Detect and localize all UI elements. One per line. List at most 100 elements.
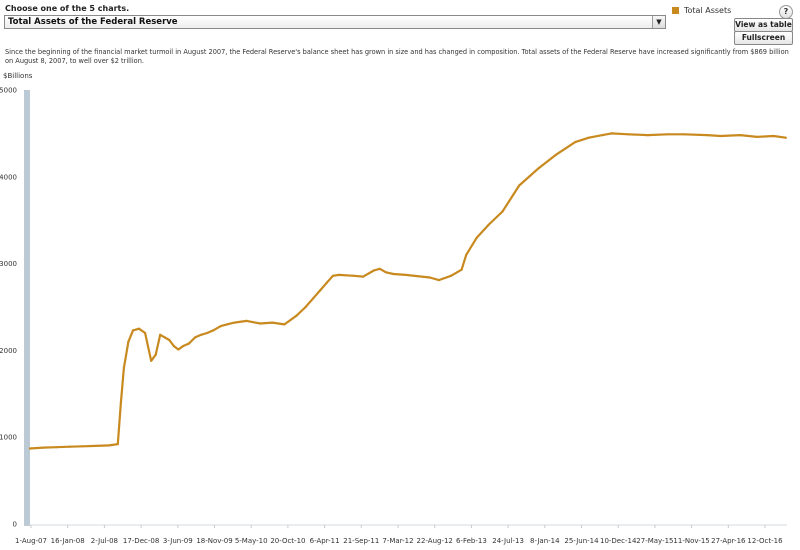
data-point (168, 338, 171, 342)
data-point (55, 446, 58, 449)
data-point (587, 136, 590, 139)
x-tick-label: 22-Aug-12 (417, 537, 453, 545)
chevron-down-icon[interactable]: ▼ (652, 16, 665, 28)
y-tick-label: 5000 (0, 87, 17, 95)
data-point (465, 253, 468, 256)
data-point (331, 274, 334, 277)
data-point (304, 305, 307, 309)
data-point (601, 134, 604, 137)
x-tick-label: 8-Jan-14 (530, 537, 560, 545)
chart-chooser-label: Choose one of the 5 charts. (5, 4, 130, 13)
y-axis-bar (24, 90, 30, 526)
data-point (68, 445, 71, 448)
data-point (108, 444, 111, 447)
data-point (449, 274, 453, 277)
y-tick-label: 3000 (0, 260, 17, 268)
x-tick-label: 20-Oct-10 (270, 537, 305, 545)
fullscreen-button[interactable]: Fullscreen (734, 31, 793, 45)
data-point (144, 331, 147, 335)
y-tick-label: 2000 (0, 347, 17, 355)
data-point (666, 133, 669, 136)
x-tick-label: 27-May-15 (636, 537, 673, 545)
data-point (127, 340, 130, 343)
legend-label-total-assets: Total Assets (684, 6, 732, 15)
series-line-total-assets (28, 132, 787, 450)
data-point (42, 446, 45, 449)
x-tick-label: 12-Oct-16 (747, 537, 783, 545)
data-point (487, 223, 490, 226)
x-tick-label: 24-Jul-13 (492, 537, 524, 545)
data-point (295, 314, 298, 317)
data-point (154, 353, 157, 356)
data-point (428, 276, 431, 279)
x-tick-label: 11-Nov-15 (673, 537, 709, 545)
y-axis-label: $Billions (3, 72, 33, 80)
data-point (81, 445, 84, 448)
selected-chart-value: Total Assets of the Federal Reserve (8, 17, 178, 27)
data-point (119, 401, 122, 404)
x-tick-label: 18-Nov-09 (196, 537, 232, 545)
data-point (384, 271, 387, 274)
data-point (312, 297, 315, 300)
data-point (392, 272, 395, 276)
data-point (610, 132, 613, 135)
x-tick-label: 1-Aug-07 (15, 537, 47, 545)
x-tick-label: 6-Feb-13 (456, 537, 487, 545)
data-point (501, 210, 504, 213)
data-point (378, 267, 381, 270)
data-point (225, 323, 228, 326)
x-tick-label: 6-Apr-11 (310, 537, 340, 545)
data-point (554, 154, 557, 157)
data-point (116, 443, 119, 446)
data-point (219, 325, 222, 328)
data-point (181, 345, 185, 348)
data-point (122, 366, 125, 369)
data-point (627, 133, 630, 136)
data-point (404, 273, 407, 276)
data-point (131, 329, 135, 332)
x-tick-label: 27-Apr-16 (711, 537, 746, 545)
data-point (362, 275, 365, 278)
data-point (772, 134, 775, 138)
x-tick-label: 5-May-10 (235, 537, 268, 545)
data-point (159, 333, 162, 336)
x-tick-label: 16-Jan-08 (51, 537, 85, 545)
legend-swatch-total-assets (672, 7, 679, 14)
x-tick-label: 7-Mar-12 (382, 537, 413, 545)
data-point (705, 134, 709, 137)
data-point (437, 279, 440, 282)
data-point (319, 288, 322, 291)
data-point (353, 274, 356, 277)
x-tick-label: 3-Jun-09 (163, 537, 193, 545)
data-point (646, 134, 650, 137)
data-point (537, 167, 540, 170)
y-tick-label: 4000 (0, 173, 17, 181)
data-point (150, 359, 153, 362)
data-point (194, 336, 197, 339)
data-point (518, 184, 521, 187)
data-point (719, 134, 722, 138)
data-point (683, 133, 686, 136)
y-tick-label: 1000 (0, 434, 17, 442)
data-point (94, 444, 98, 447)
chart-description: Since the beginning of the financial mar… (5, 48, 789, 65)
data-point (372, 269, 375, 272)
y-tick-label: 0 (13, 521, 17, 529)
data-point (475, 236, 478, 239)
data-point (337, 273, 340, 276)
data-point (206, 331, 209, 335)
chart-select[interactable]: Total Assets of the Federal Reserve ▼ (4, 15, 666, 29)
data-point (177, 348, 180, 351)
data-point (163, 336, 166, 339)
data-point (271, 321, 274, 324)
data-point (245, 319, 248, 322)
data-point (28, 447, 32, 450)
data-point (283, 323, 286, 326)
data-point (137, 327, 141, 330)
x-tick-label: 25-Jun-14 (564, 537, 599, 545)
x-tick-label: 10-Dec-14 (600, 537, 637, 545)
data-point (233, 321, 236, 324)
data-point (574, 141, 577, 144)
x-tick-label: 17-Dec-08 (123, 537, 159, 545)
